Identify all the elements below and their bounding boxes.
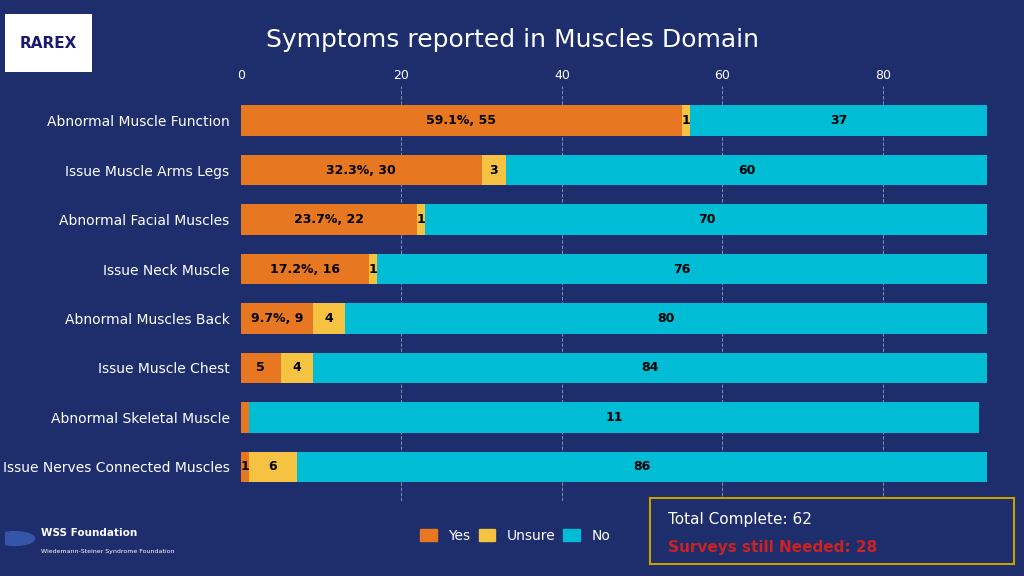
Bar xyxy=(241,155,481,185)
Bar xyxy=(369,253,377,285)
Text: 76: 76 xyxy=(674,263,691,275)
Text: 6: 6 xyxy=(268,460,278,473)
Bar xyxy=(241,452,249,482)
Bar xyxy=(281,353,313,383)
Bar xyxy=(249,402,979,433)
Bar xyxy=(481,155,506,185)
Bar xyxy=(297,452,987,482)
Bar xyxy=(313,353,987,383)
Text: 80: 80 xyxy=(657,312,675,325)
Text: 11: 11 xyxy=(605,411,623,424)
Circle shape xyxy=(0,532,35,545)
Bar xyxy=(241,353,281,383)
Text: 3: 3 xyxy=(489,164,498,177)
Bar xyxy=(690,105,987,136)
Text: 23.7%, 22: 23.7%, 22 xyxy=(294,213,364,226)
Text: 1: 1 xyxy=(417,213,426,226)
Bar xyxy=(241,204,418,235)
Text: 86: 86 xyxy=(634,460,651,473)
Text: 17.2%, 16: 17.2%, 16 xyxy=(270,263,340,275)
Text: Total Complete: 62: Total Complete: 62 xyxy=(669,512,812,527)
Text: WSS Foundation: WSS Foundation xyxy=(41,528,137,538)
Text: 60: 60 xyxy=(738,164,756,177)
Bar xyxy=(241,105,682,136)
Text: Surveys still Needed: 28: Surveys still Needed: 28 xyxy=(669,540,878,555)
Bar xyxy=(313,303,345,334)
Text: 37: 37 xyxy=(830,114,848,127)
Text: 5: 5 xyxy=(256,362,265,374)
Bar xyxy=(249,452,297,482)
Bar xyxy=(241,303,313,334)
Text: 9.7%, 9: 9.7%, 9 xyxy=(251,312,303,325)
Legend: Yes, Unsure, No: Yes, Unsure, No xyxy=(415,523,615,548)
Bar xyxy=(425,204,987,235)
Text: 59.1%, 55: 59.1%, 55 xyxy=(426,114,497,127)
Bar xyxy=(506,155,987,185)
Text: Symptoms reported in Muscles Domain: Symptoms reported in Muscles Domain xyxy=(265,28,759,52)
Bar xyxy=(682,105,690,136)
Text: RAREX: RAREX xyxy=(19,36,78,51)
Bar xyxy=(418,204,425,235)
Text: 1: 1 xyxy=(369,263,378,275)
Text: 1: 1 xyxy=(241,460,249,473)
Text: 32.3%, 30: 32.3%, 30 xyxy=(327,164,396,177)
Bar xyxy=(241,253,369,285)
Text: Wiedemann-Steiner Syndrome Foundation: Wiedemann-Steiner Syndrome Foundation xyxy=(41,550,175,554)
Bar xyxy=(241,402,249,433)
Text: 4: 4 xyxy=(325,312,334,325)
Text: 84: 84 xyxy=(641,362,658,374)
Bar xyxy=(345,303,987,334)
Bar xyxy=(377,253,987,285)
Text: 4: 4 xyxy=(293,362,301,374)
Text: 70: 70 xyxy=(697,213,715,226)
Text: 1: 1 xyxy=(682,114,691,127)
